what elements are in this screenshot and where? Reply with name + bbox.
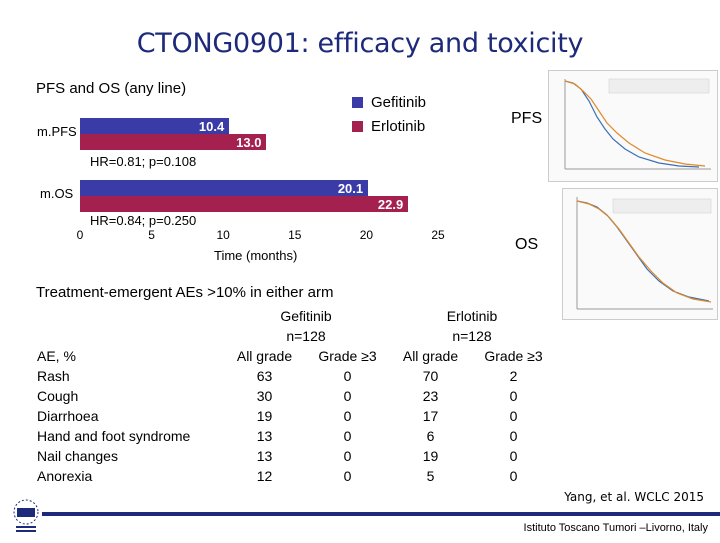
legend-erlotinib: Erlotinib — [352, 118, 425, 135]
arm1-name: Gefitinib — [280, 308, 332, 324]
pfs-km-plot — [548, 70, 718, 182]
ae-name-cell: Rash — [37, 368, 70, 384]
bar-gefitinib-mpfs — [80, 118, 229, 134]
ae-table-header: Treatment-emergent AEs >10% in either ar… — [36, 284, 334, 301]
gefitinib-grade3-cell: 0 — [343, 428, 352, 444]
data-label-gefitinib-mos: 20.1 — [337, 181, 364, 196]
bar-erlotinib-mos — [80, 196, 408, 212]
ae-name-cell: Diarrhoea — [37, 408, 99, 424]
data-label-gefitinib-mpfs: 10.4 — [198, 119, 225, 134]
os-panel-label: OS — [515, 236, 539, 253]
gefitinib-all-grade-cell: 19 — [256, 408, 273, 424]
footer-divider — [42, 512, 720, 516]
legend-swatch-erlotinib — [352, 121, 363, 132]
arm2-n: n=128 — [452, 328, 492, 344]
bar-gefitinib-mos — [80, 180, 368, 196]
gefitinib-grade3-cell: 0 — [343, 468, 352, 484]
erlotinib-grade3-cell: 0 — [509, 388, 518, 404]
institute-logo — [4, 494, 48, 538]
arm2-name: Erlotinib — [446, 308, 498, 324]
table-row: Rash 63 0 70 2 — [37, 366, 555, 386]
legend-label-erlotinib: Erlotinib — [371, 118, 426, 135]
table-row: Diarrhoea 19 0 17 0 — [37, 406, 555, 426]
hr-annotation-os: HR=0.84; p=0.250 — [90, 213, 197, 228]
gefitinib-grade3-cell: 0 — [343, 408, 352, 424]
table-row: Cough 30 0 23 0 — [37, 386, 555, 406]
erlotinib-grade3-cell: 0 — [509, 408, 518, 424]
logo-icon — [13, 499, 39, 532]
arm1-all-grade-header: All grade — [236, 348, 293, 364]
institute-name: Istituto Toscano Tumori –Livorno, Italy — [523, 522, 708, 534]
gefitinib-all-grade-cell: 30 — [256, 388, 273, 404]
legend-gefitinib: Gefitinib — [352, 94, 426, 111]
erlotinib-all-grade-cell: 17 — [422, 408, 439, 424]
table-row: Nail changes 13 0 19 0 — [37, 446, 555, 466]
os-km-curve-image — [576, 197, 713, 310]
pfs-km-curve-image — [564, 78, 711, 170]
erlotinib-grade3-cell: 0 — [509, 448, 518, 464]
x-axis-title: Time (months) — [214, 248, 298, 263]
arm1-grade3-header: Grade ≥3 — [318, 348, 377, 364]
erlotinib-grade3-cell: 0 — [509, 428, 518, 444]
x-tick-label: 15 — [288, 228, 302, 242]
ae-column-header: AE, % — [37, 348, 76, 364]
gefitinib-all-grade-cell: 12 — [256, 468, 273, 484]
category-label-pfs: m.PFS — [37, 124, 77, 139]
category-label-os: m.OS — [40, 186, 74, 201]
hr-annotation-pfs: HR=0.81; p=0.108 — [90, 154, 197, 169]
arm1-n: n=128 — [286, 328, 326, 344]
citation: Yang, et al. WCLC 2015 — [564, 490, 704, 504]
gefitinib-all-grade-cell: 13 — [256, 428, 273, 444]
erlotinib-grade3-cell: 0 — [509, 468, 518, 484]
data-label-erlotinib-mos: 22.9 — [377, 197, 404, 212]
pfs-panel-label: PFS — [511, 110, 543, 127]
x-tick-label: 20 — [359, 228, 374, 242]
ae-table: Gefitinib Erlotinib n=128 n=128 AE, % Al… — [37, 306, 555, 486]
slide-title: CTONG0901: efficacy and toxicity — [136, 28, 584, 59]
erlotinib-grade3-cell: 2 — [509, 368, 518, 384]
erlotinib-all-grade-cell: 5 — [426, 468, 435, 484]
erlotinib-all-grade-cell: 23 — [422, 388, 439, 404]
x-tick-label: 25 — [431, 228, 445, 242]
erlotinib-all-grade-cell: 70 — [422, 368, 439, 384]
legend-label-gefitinib: Gefitinib — [371, 94, 427, 111]
os-km-plot — [562, 188, 718, 320]
arm2-grade3-header: Grade ≥3 — [484, 348, 543, 364]
erlotinib-all-grade-cell: 6 — [426, 428, 435, 444]
table-row: Hand and foot syndrome 13 0 6 0 — [37, 426, 555, 446]
chart-title: PFS and OS (any line) — [36, 80, 187, 97]
gefitinib-grade3-cell: 0 — [343, 448, 352, 464]
gefitinib-grade3-cell: 0 — [343, 368, 352, 384]
gefitinib-all-grade-cell: 13 — [256, 448, 273, 464]
ae-name-cell: Anorexia — [37, 468, 93, 484]
erlotinib-all-grade-cell: 19 — [422, 448, 439, 464]
arm2-all-grade-header: All grade — [402, 348, 459, 364]
x-tick-label: 0 — [76, 228, 84, 242]
bar-erlotinib-mpfs — [80, 134, 267, 150]
data-label-erlotinib-mpfs: 13.0 — [236, 135, 262, 150]
gefitinib-all-grade-cell: 63 — [256, 368, 273, 384]
x-tick-label: 10 — [216, 228, 230, 242]
x-tick-label: 5 — [148, 228, 155, 242]
gefitinib-grade3-cell: 0 — [343, 388, 352, 404]
ae-name-cell: Nail changes — [37, 448, 118, 464]
ae-name-cell: Hand and foot syndrome — [37, 428, 191, 444]
table-row: Anorexia 12 0 5 0 — [37, 466, 555, 486]
ae-name-cell: Cough — [37, 388, 79, 404]
legend-swatch-gefitinib — [352, 97, 363, 108]
